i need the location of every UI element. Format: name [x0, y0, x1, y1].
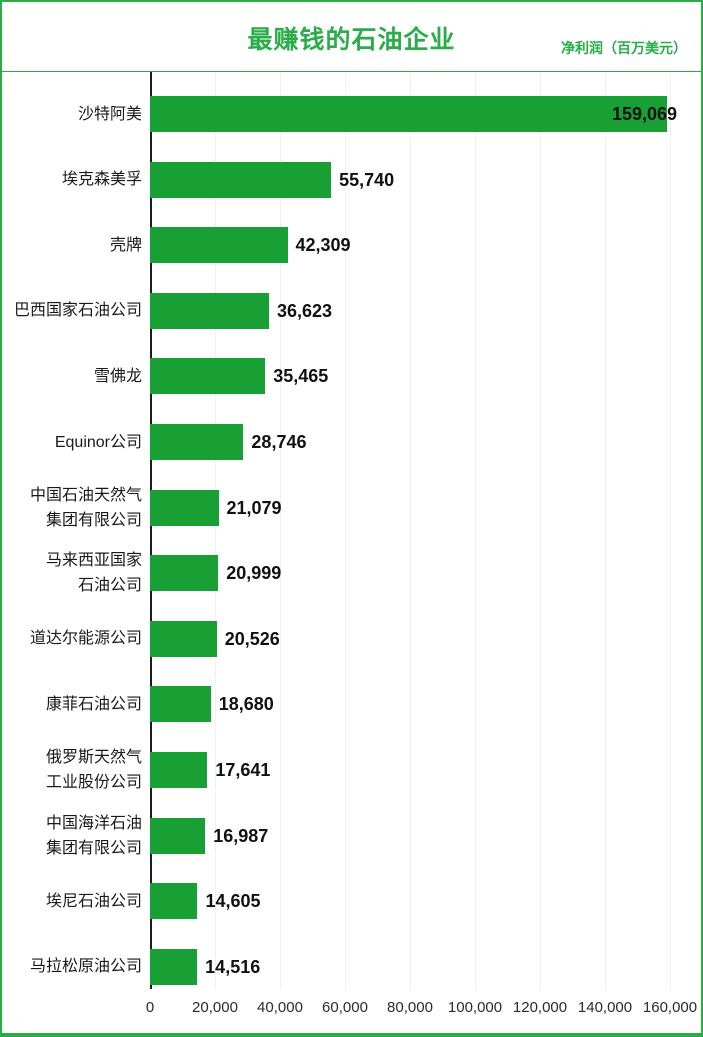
category-label: 壳牌 — [109, 236, 142, 254]
gridline — [345, 72, 346, 989]
x-axis-tick-label: 120,000 — [512, 999, 568, 1016]
value-label: 55,740 — [339, 169, 395, 190]
category-label: 马来西亚国家 石油公司 — [45, 552, 142, 595]
x-axis-tick-label: 40,000 — [257, 999, 303, 1016]
bar — [150, 555, 219, 592]
bar — [150, 227, 288, 264]
value-label: 35,465 — [273, 366, 329, 387]
bar — [150, 489, 219, 526]
value-label: 42,309 — [295, 235, 351, 256]
x-axis-tick-label: 80,000 — [387, 999, 433, 1016]
bar — [150, 358, 266, 395]
x-axis-tick-label: 160,000 — [642, 999, 698, 1016]
gridline — [475, 72, 476, 989]
bar — [150, 752, 208, 788]
gridline — [670, 72, 671, 989]
value-label: 14,605 — [205, 891, 261, 912]
value-label: 14,516 — [205, 956, 261, 977]
x-axis-tick-label: 100,000 — [447, 999, 503, 1016]
chart-unit-label: 净利润（百万美元） — [561, 40, 687, 56]
category-label: 道达尔能源公司 — [29, 630, 142, 648]
value-label: 28,746 — [251, 432, 307, 452]
bar — [150, 817, 206, 854]
value-label: 17,641 — [215, 760, 271, 780]
y-axis-line — [150, 72, 152, 989]
bar — [150, 292, 270, 329]
category-label: 俄罗斯天然气 工业股份公司 — [45, 749, 142, 791]
gridline — [215, 72, 216, 989]
x-axis-tick-label: 20,000 — [192, 999, 238, 1016]
value-label: 20,526 — [224, 628, 280, 649]
bar-row: 马来西亚国家 石油公司 20,999 — [2, 552, 701, 595]
bar-row: 康菲石油公司 18,680 — [2, 686, 701, 723]
category-label: 埃克森美孚 — [61, 171, 142, 189]
category-label: 沙特阿美 — [77, 105, 142, 123]
bar-chart: 沙特阿美 159,069 埃克森美孚 55,740 壳牌 42,309 巴西国家石油公司 36… — [2, 72, 701, 1032]
bar-row: 沙特阿美 159,069 — [2, 96, 701, 132]
bar-row: 埃克森美孚 55,740 — [2, 161, 701, 198]
bar-row: 马拉松原油公司 14,516 — [2, 948, 701, 985]
category-label: Equinor公司 — [54, 433, 142, 451]
value-label: 20,999 — [226, 563, 282, 584]
category-label: 马拉松原油公司 — [29, 958, 142, 976]
category-label: 中国石油天然气 集团有限公司 — [29, 486, 142, 529]
bar-row: Equinor公司 28,746 — [2, 424, 701, 460]
category-label: 巴西国家石油公司 — [13, 302, 142, 320]
bar-row: 道达尔能源公司 20,526 — [2, 620, 701, 657]
category-label: 中国海洋石油 集团有限公司 — [45, 814, 142, 857]
bar — [150, 96, 667, 132]
value-label: 159,069 — [611, 104, 678, 124]
bar — [150, 161, 332, 198]
value-label: 16,987 — [213, 825, 269, 846]
category-label: 康菲石油公司 — [45, 695, 142, 713]
x-axis-tick-label: 0 — [145, 999, 155, 1016]
gridline — [540, 72, 541, 989]
bar — [150, 620, 217, 657]
bar-row: 埃尼石油公司 14,605 — [2, 883, 701, 920]
value-label: 36,623 — [277, 300, 333, 321]
bar-row: 中国石油天然气 集团有限公司 21,079 — [2, 486, 701, 529]
category-label: 埃尼石油公司 — [45, 892, 142, 910]
gridline — [605, 72, 606, 989]
bar-row: 俄罗斯天然气 工业股份公司 17,641 — [2, 749, 701, 791]
value-label: 21,079 — [226, 497, 282, 518]
bar-row: 中国海洋石油 集团有限公司 16,987 — [2, 814, 701, 857]
bar — [150, 948, 198, 985]
bar — [150, 883, 198, 920]
chart-title: 最赚钱的石油企业 — [247, 26, 456, 54]
gridline — [410, 72, 411, 989]
bar — [150, 686, 211, 723]
header: 最赚钱的石油企业 净利润（百万美元） — [2, 2, 701, 72]
x-axis-tick-label: 140,000 — [577, 999, 633, 1016]
bar — [150, 424, 244, 460]
bar-row: 雪佛龙 35,465 — [2, 358, 701, 395]
gridline — [280, 72, 281, 989]
x-axis-tick-label: 60,000 — [322, 999, 368, 1016]
bar-row: 壳牌 42,309 — [2, 227, 701, 264]
category-label: 雪佛龙 — [93, 367, 142, 385]
bar-row: 巴西国家石油公司 36,623 — [2, 292, 701, 329]
value-label: 18,680 — [218, 694, 274, 715]
